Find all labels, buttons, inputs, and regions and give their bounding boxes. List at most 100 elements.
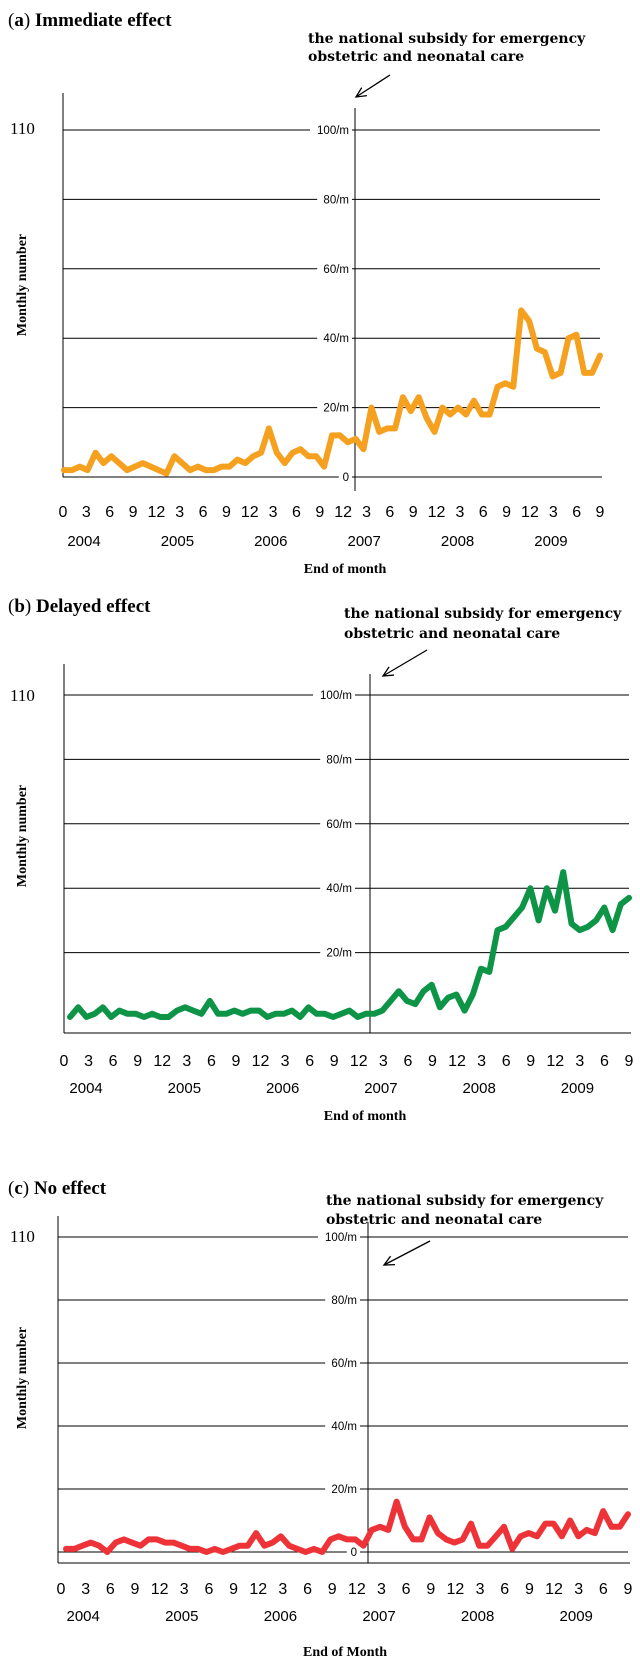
x-tick-label: 3 [281,1053,290,1070]
chart-title: (b) Delayed effect [8,596,151,617]
annotation-arrowhead [381,666,395,677]
x-tick-label: 12 [249,1581,267,1598]
x-tick-label: 6 [207,1053,216,1070]
x-tick-label: 3 [269,504,278,521]
y-tick-label: 100/m [325,1232,357,1244]
annotation-line-1: the national subsidy for emergency [326,1193,604,1209]
x-tick-label: 9 [315,504,324,521]
x-tick-label: 3 [278,1581,287,1598]
tick-label-bg [325,1418,360,1434]
x-tick-label: 9 [596,504,605,521]
tick-label-bg [325,1355,360,1371]
tick-label-bg [320,880,355,897]
tick-label-bg [310,122,352,138]
tick-label-bg [320,944,355,961]
tick-label-bg [320,751,355,768]
x-tick-label: 3 [175,504,184,521]
chart-title: (c) No effect [8,1178,107,1199]
x-tick-label: 6 [502,1053,511,1070]
x-tick-label: 12 [428,504,446,521]
y-tick-label: 80/m [323,194,349,206]
annotation-arrowhead [382,1255,396,1266]
year-label: 2004 [69,1080,102,1097]
y-tick-label: 40/m [326,883,352,895]
x-tick-label: 3 [182,1053,191,1070]
x-tick-label: 9 [625,1053,634,1070]
chart-panel-a: (a) Immediate effect the national subsidy… [0,0,640,588]
year-label: 2006 [254,533,287,550]
x-tick-label: 0 [57,1581,66,1598]
x-tick-label: 9 [232,1053,241,1070]
y-tick-label: 40/m [323,333,349,345]
x-axis-title: End of month [304,562,387,577]
tick-label-bg [325,1292,360,1308]
x-tick-label: 9 [409,504,418,521]
chart-panel-b: (b) Delayed effect the national subsidy f… [0,588,640,1160]
x-tick-label: 9 [428,1053,437,1070]
x-tick-label: 0 [60,1053,69,1070]
x-tick-label: 9 [229,1581,238,1598]
x-tick-label: 9 [133,1053,142,1070]
tick-label-bg [338,469,352,485]
x-tick-label: 9 [328,1581,337,1598]
x-tick-label: 12 [521,504,539,521]
y-tick-label: 20/m [323,403,349,415]
annotation-line-1: the national subsidy for emergency [308,31,586,47]
x-tick-label: 12 [153,1053,171,1070]
y-tick-label: 100/m [317,125,349,137]
x-tick-label: 6 [105,504,114,521]
x-tick-label: 12 [241,504,259,521]
x-tick-label: 3 [180,1581,189,1598]
x-tick-label: 9 [131,1581,140,1598]
x-tick-label: 3 [549,504,558,521]
y-tick-label: 80/m [331,1295,357,1307]
annotation-arrow [382,649,428,677]
year-label: 2009 [534,533,567,550]
annotation-line-1: the national subsidy for emergency [344,606,622,622]
x-tick-label: 12 [252,1053,270,1070]
x-axis-title: End of Month [303,1645,387,1660]
year-label: 2008 [462,1080,495,1097]
x-tick-label: 6 [303,1581,312,1598]
tick-label-bg [346,1544,360,1560]
annotation-line-2: obstetric and neonatal care [326,1212,542,1228]
x-tick-label: 12 [350,1053,368,1070]
x-tick-label: 6 [600,1053,609,1070]
y-tick-label: 0 [343,472,349,484]
year-label: 2006 [264,1608,297,1625]
year-label: 2005 [168,1080,201,1097]
annotation-arrowhead [354,87,367,98]
annotation-arrow [383,1240,431,1266]
y-tick-label: 60/m [326,819,352,831]
tick-label-bg [317,330,352,347]
chart-c-svg: (c) No effect the national subsidy for em… [8,1178,633,1660]
x-tick-label: 12 [448,1053,466,1070]
x-tick-label: 12 [147,504,165,521]
year-label: 2006 [266,1080,299,1097]
x-tick-label: 3 [476,1581,485,1598]
x-tick-label: 6 [204,1581,213,1598]
chart-b-svg: (b) Delayed effect the national subsidy f… [8,596,634,1124]
y-top-label: 110 [10,119,35,138]
x-tick-label: 3 [575,1053,584,1070]
x-tick-label: 12 [334,504,352,521]
y-axis-title: Monthly number [15,785,30,887]
x-tick-label: 3 [574,1581,583,1598]
x-tick-label: 3 [362,504,371,521]
x-tick-label: 6 [199,504,208,521]
y-tick-label: 60/m [331,1358,357,1370]
tick-label-bg [317,399,352,416]
x-tick-label: 9 [222,504,231,521]
year-label: 2009 [561,1080,594,1097]
year-label: 2007 [362,1608,395,1625]
y-tick-label: 20/m [326,948,352,960]
x-tick-label: 9 [426,1581,435,1598]
year-label: 2005 [165,1608,198,1625]
tick-label-bg [318,1229,360,1245]
x-tick-label: 9 [525,1581,534,1598]
x-tick-label: 6 [572,504,581,521]
year-label: 2007 [347,533,380,550]
x-tick-label: 9 [502,504,511,521]
tick-label-bg [320,815,355,832]
y-tick-label: 80/m [326,754,352,766]
